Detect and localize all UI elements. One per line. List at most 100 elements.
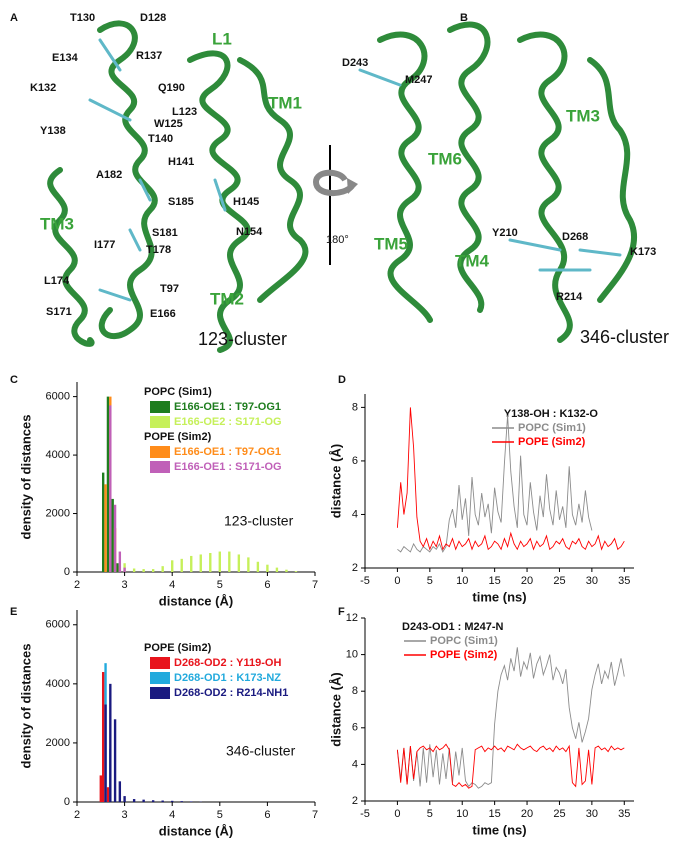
residue-label: S171 — [46, 306, 72, 318]
helix-label: TM6 — [428, 149, 462, 168]
x-tick-label: 7 — [312, 809, 318, 821]
residue-label: W125 — [154, 118, 183, 130]
bar — [111, 498, 114, 572]
x-tick-label: 3 — [122, 809, 128, 821]
residue-label: R137 — [136, 50, 162, 62]
residue-label: R214 — [556, 291, 583, 303]
legend-label: D268-OD1 : K173-NZ — [174, 672, 281, 684]
line-series — [396, 647, 625, 789]
residue-label: K132 — [30, 82, 56, 94]
bar — [123, 567, 126, 572]
residue-label: Q190 — [158, 82, 185, 94]
y-axis-label: distance (Å) — [328, 672, 343, 746]
cluster-label: 346-cluster — [580, 327, 669, 347]
panel-letter: E — [10, 606, 17, 618]
x-tick-label: 35 — [618, 575, 630, 587]
bar — [294, 571, 298, 572]
legend-header: POPC (Sim1) — [144, 386, 212, 398]
x-tick-label: 20 — [521, 575, 533, 587]
x-tick-label: 15 — [489, 575, 501, 587]
panel-letter: C — [10, 374, 18, 386]
legend-swatch — [150, 446, 170, 458]
legend-label: POPE (Sim2) — [518, 436, 586, 448]
x-tick-label: 20 — [521, 808, 533, 820]
x-tick-label: 2 — [74, 809, 80, 821]
line-series — [396, 407, 625, 551]
residue-label: T97 — [160, 283, 179, 295]
x-tick-label: 5 — [217, 579, 223, 591]
y-tick-label: 10 — [346, 649, 358, 661]
legend-label: E166-OE1 : T97-OG1 — [174, 446, 281, 458]
bar — [180, 558, 183, 572]
bar — [161, 800, 164, 802]
legend-header: POPE (Sim2) — [144, 642, 212, 654]
rotation-label: 180° — [326, 234, 349, 246]
rotation-marker — [312, 145, 358, 265]
helix-label: TM1 — [268, 93, 302, 112]
line-series — [396, 743, 625, 789]
y-tick-label: 6 — [352, 722, 358, 734]
bar — [104, 484, 107, 572]
bar — [118, 781, 122, 802]
bar — [256, 561, 260, 572]
bar — [247, 557, 250, 572]
helix-label: TM5 — [374, 234, 408, 253]
legend-label: E166-OE1 : S171-OG — [174, 461, 282, 473]
x-tick-label: 7 — [312, 579, 318, 591]
x-tick-label: -5 — [360, 575, 370, 587]
y-tick-label: 0 — [64, 796, 70, 808]
legend-swatch — [150, 657, 170, 669]
x-tick-label: 4 — [169, 579, 175, 591]
y-tick-label: 8 — [352, 401, 358, 413]
residue-label: E134 — [52, 52, 79, 64]
x-tick-label: -5 — [360, 808, 370, 820]
x-tick-label: 2 — [74, 579, 80, 591]
bar — [285, 569, 288, 572]
x-tick-label: 30 — [586, 575, 598, 587]
helix-label: TM2 — [210, 289, 244, 308]
bar — [113, 719, 117, 802]
legend-label: POPC (Sim1) — [518, 422, 586, 434]
x-tick-label: 6 — [264, 809, 270, 821]
residue-label: D268 — [562, 231, 588, 243]
bar — [116, 563, 119, 572]
legend-swatch — [150, 672, 170, 684]
bar — [104, 704, 107, 802]
bar — [101, 472, 105, 572]
bar — [218, 551, 221, 572]
legend-swatch — [150, 401, 170, 413]
y-tick-label: 6 — [352, 455, 358, 467]
legend-label: POPC (Sim1) — [430, 635, 498, 647]
bar — [209, 553, 212, 572]
residue-label: Y138 — [40, 125, 66, 137]
panel-letter: D — [338, 374, 346, 386]
y-tick-label: 2000 — [46, 507, 70, 519]
x-tick-label: 10 — [456, 575, 468, 587]
bar — [142, 799, 145, 802]
residue-label: S181 — [152, 227, 178, 239]
bar — [266, 564, 269, 572]
x-tick-label: 10 — [456, 808, 468, 820]
y-tick-label: 2 — [352, 795, 358, 807]
bar — [275, 567, 279, 572]
residue-label: K173 — [630, 246, 656, 258]
bar — [171, 800, 174, 802]
bar — [151, 569, 155, 572]
x-tick-label: 0 — [394, 808, 400, 820]
y-tick-label: 4 — [352, 758, 358, 770]
residue-label: D128 — [140, 12, 166, 24]
bar — [109, 683, 112, 802]
line-series — [397, 415, 593, 553]
x-tick-label: 3 — [122, 579, 128, 591]
helix-label: L1 — [212, 29, 232, 48]
y-axis-label: density of distances — [18, 415, 33, 540]
bar — [190, 801, 193, 802]
annotation: 346-cluster — [226, 743, 296, 759]
residue-label: H145 — [233, 196, 259, 208]
bar — [171, 560, 174, 572]
x-tick-label: 25 — [553, 575, 565, 587]
y-axis-label: density of distances — [18, 644, 33, 769]
y-tick-label: 6000 — [46, 391, 70, 403]
legend-label: D268-OD2 : Y119-OH — [174, 657, 281, 669]
bar — [113, 504, 117, 572]
